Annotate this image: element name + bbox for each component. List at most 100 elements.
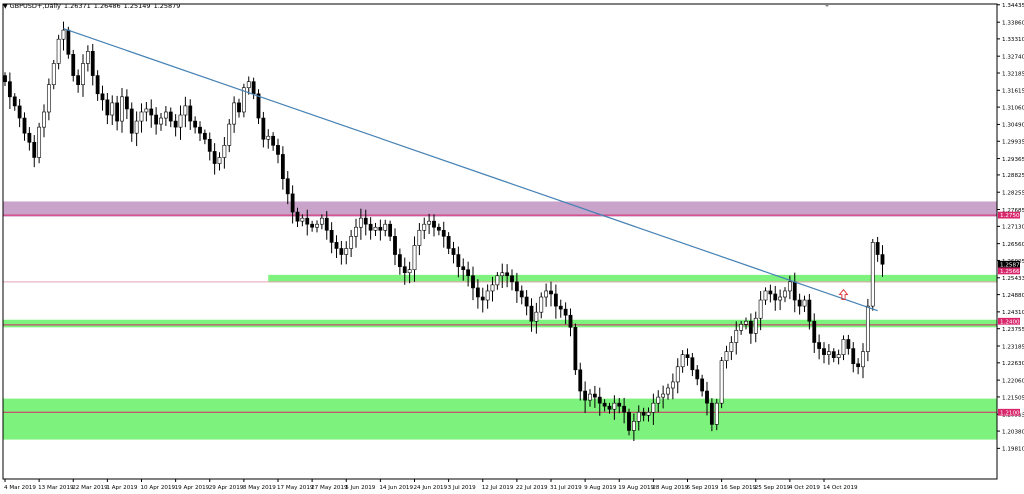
candle-body bbox=[139, 111, 144, 122]
candle-body bbox=[744, 320, 748, 325]
candle bbox=[71, 49, 76, 82]
candle-body bbox=[407, 269, 412, 274]
candle-body bbox=[763, 290, 768, 301]
candle bbox=[412, 236, 417, 282]
candle bbox=[436, 223, 441, 236]
candle bbox=[85, 45, 90, 72]
zone-rect bbox=[3, 398, 997, 440]
candle-body bbox=[500, 272, 505, 277]
candle-body bbox=[529, 305, 534, 322]
candle-body bbox=[592, 393, 597, 398]
candle-body bbox=[588, 393, 592, 401]
candle bbox=[461, 258, 466, 281]
candle bbox=[115, 95, 120, 131]
candle bbox=[519, 285, 524, 305]
candle bbox=[163, 106, 168, 126]
candle-body bbox=[802, 299, 807, 307]
candle-body bbox=[807, 299, 812, 322]
candle bbox=[81, 54, 85, 97]
candle-body bbox=[95, 75, 100, 95]
candle-body bbox=[748, 320, 753, 334]
candle-body bbox=[573, 327, 578, 371]
candle bbox=[319, 214, 324, 230]
candle bbox=[22, 112, 27, 141]
dropdown-arrow-icon[interactable]: ▼ bbox=[3, 3, 8, 10]
candle bbox=[232, 96, 237, 133]
candle-body bbox=[393, 236, 397, 255]
x-tick-label: 1 Apr 2019 bbox=[106, 485, 137, 491]
candle bbox=[139, 103, 144, 133]
candle bbox=[105, 93, 110, 125]
candle-body bbox=[56, 38, 61, 64]
candle bbox=[768, 284, 773, 303]
candle-body bbox=[792, 281, 797, 301]
price-tag-label: 1.25666 bbox=[1000, 269, 1024, 275]
low-value: 1.25149 bbox=[123, 2, 151, 10]
candle bbox=[37, 122, 42, 164]
candle bbox=[778, 289, 783, 311]
candle-body bbox=[705, 390, 709, 404]
candle bbox=[690, 352, 695, 377]
candle bbox=[588, 389, 592, 407]
candle-body bbox=[115, 102, 120, 122]
candle-body bbox=[344, 248, 349, 255]
candle-body bbox=[441, 229, 446, 237]
candle bbox=[100, 85, 105, 111]
candle-body bbox=[685, 354, 690, 358]
candle-body bbox=[466, 269, 471, 277]
candle-body bbox=[661, 393, 666, 398]
candle-body bbox=[100, 93, 105, 101]
candle-body bbox=[295, 211, 300, 222]
y-tick-label: 1.27685 bbox=[1002, 208, 1024, 214]
candle bbox=[124, 89, 129, 120]
candle-body bbox=[183, 105, 188, 116]
candle bbox=[802, 295, 807, 312]
candle bbox=[402, 257, 407, 285]
candle bbox=[797, 293, 802, 315]
candle-body bbox=[841, 339, 846, 355]
candle bbox=[51, 59, 56, 90]
candle bbox=[256, 89, 261, 125]
candle bbox=[851, 342, 856, 373]
trendline bbox=[63, 28, 878, 312]
candle-body bbox=[198, 126, 202, 134]
candle bbox=[646, 407, 651, 422]
candle bbox=[17, 99, 22, 128]
y-tick-label: 1.19810 bbox=[1002, 447, 1024, 453]
candle bbox=[207, 132, 212, 161]
candle-body bbox=[719, 360, 724, 404]
candle-body bbox=[76, 75, 81, 85]
candle-body bbox=[129, 108, 134, 134]
candle bbox=[339, 240, 344, 265]
candle bbox=[861, 343, 865, 379]
candle bbox=[90, 43, 95, 86]
candle bbox=[149, 99, 154, 128]
chart-shift-icon bbox=[825, 5, 829, 7]
candle bbox=[441, 221, 446, 248]
candle-body bbox=[285, 178, 290, 195]
candle bbox=[378, 219, 383, 241]
candle bbox=[173, 114, 178, 137]
candle-body bbox=[207, 138, 212, 152]
candle bbox=[705, 381, 709, 416]
candle bbox=[422, 217, 427, 240]
price-tag-label: 1.27500 bbox=[1000, 213, 1024, 219]
candle-body bbox=[680, 354, 685, 368]
candle-body bbox=[583, 390, 588, 401]
y-tick-label: 1.31615 bbox=[1002, 89, 1024, 95]
x-tick-label: 28 Aug 2019 bbox=[652, 485, 688, 491]
candle-body bbox=[110, 102, 115, 116]
candle-body bbox=[490, 284, 495, 292]
candle-body bbox=[124, 96, 129, 110]
candle-body bbox=[524, 296, 529, 307]
candle bbox=[563, 302, 568, 325]
price-tag-bg bbox=[998, 211, 1020, 219]
candle bbox=[495, 272, 500, 290]
x-tick-label: 3 Jul 2019 bbox=[448, 485, 477, 491]
candle-body bbox=[461, 266, 466, 271]
candle bbox=[729, 336, 734, 361]
y-tick-label: 1.21505 bbox=[1002, 395, 1024, 401]
candle bbox=[539, 292, 544, 319]
